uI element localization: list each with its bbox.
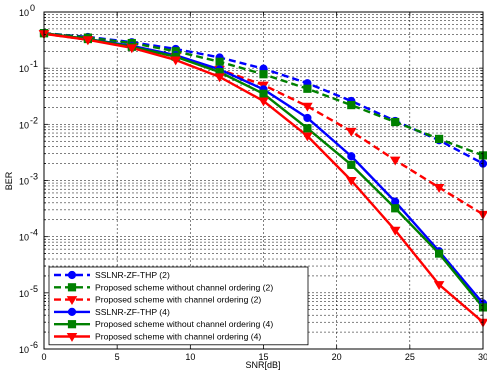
axis-ticks	[43, 11, 484, 350]
legend-entry-4: SSLNR-ZF-THP (4)	[54, 307, 170, 317]
y-tick-label: 10 -4	[19, 228, 38, 243]
data-point-series-3	[433, 184, 445, 193]
x-tick-labels: 0 5 10 15 20 25 30	[41, 352, 487, 362]
y-tick-label-base: 10	[19, 289, 29, 299]
y-tick-label: 10 -3	[19, 172, 38, 187]
x-tick-label: 30	[478, 352, 487, 362]
data-point-series-6	[82, 36, 94, 46]
x-tick-label: 5	[115, 352, 120, 362]
x-axis-label: SNR[dB]	[245, 360, 280, 370]
data-point-series-2	[215, 57, 224, 66]
data-point-series-5	[259, 89, 268, 98]
legend-entry-5: Proposed scheme without channel ordering…	[54, 319, 273, 329]
data-point-series-2	[391, 117, 400, 127]
data-point-series-5	[303, 124, 312, 133]
y-tick-label-base: 10	[19, 8, 29, 18]
legend: SSLNR-ZF-THP (2) Proposed scheme without …	[48, 266, 309, 346]
data-point-series-5	[391, 204, 400, 213]
legend-marker	[67, 270, 77, 280]
x-tick-label: 10	[185, 352, 195, 362]
y-tick-label-base: 10	[19, 64, 29, 74]
data-point-series-4	[347, 152, 356, 161]
y-tick-label: 10 0	[19, 3, 35, 18]
data-point-series-3	[302, 102, 313, 112]
data-point-series-6	[214, 73, 225, 83]
y-tick-label-base: 10	[19, 120, 29, 130]
data-point-series-2	[347, 101, 356, 110]
data-point-series-2	[435, 134, 444, 144]
data-point-series-6	[170, 56, 181, 66]
y-tick-label: 10 -2	[19, 115, 38, 130]
data-point-series-4	[303, 113, 312, 123]
y-tick-label-exponent: -5	[30, 284, 38, 294]
data-point-series-2	[259, 70, 268, 79]
y-tick-label-base: 10	[19, 233, 29, 243]
y-tick-label-base: 10	[19, 345, 29, 355]
y-axis-label: BER	[4, 171, 14, 190]
legend-entry-6: Proposed scheme with channel ordering (4…	[54, 332, 261, 342]
data-point-series-3	[346, 127, 357, 137]
legend-entry-2: Proposed scheme without channel ordering…	[54, 282, 273, 292]
legend-entry-1: SSLNR-ZF-THP (2)	[54, 270, 170, 280]
data-point-series-4	[391, 197, 400, 206]
legend-label: SSLNR-ZF-THP (2)	[95, 270, 170, 280]
y-tick-label: 10 -5	[19, 284, 38, 299]
y-tick-label: 10 -1	[19, 59, 38, 74]
legend-box	[48, 266, 309, 346]
y-tick-label: 10 -6	[19, 340, 38, 355]
legend-marker	[66, 296, 78, 305]
legend-label: SSLNR-ZF-THP (4)	[95, 307, 170, 317]
legend-entry-3: Proposed scheme with channel ordering (2…	[54, 295, 261, 305]
data-point-series-6	[126, 44, 138, 54]
data-point-series-3	[389, 156, 401, 166]
legend-label: Proposed scheme with channel ordering (2…	[95, 295, 261, 305]
legend-marker	[66, 333, 78, 342]
data-point-series-5	[435, 249, 444, 258]
x-tick-label: 0	[41, 352, 46, 362]
data-point-series-6	[302, 132, 313, 142]
y-tick-label-exponent: 0	[30, 3, 35, 13]
y-tick-label-base: 10	[19, 177, 29, 187]
data-point-series-6	[258, 97, 269, 107]
legend-marker	[67, 307, 77, 316]
legend-label: Proposed scheme with channel ordering (4…	[95, 332, 261, 342]
data-point-series-6	[433, 281, 445, 291]
y-tick-label-exponent: -1	[30, 59, 38, 69]
data-point-series-2	[303, 84, 312, 93]
y-tick-label-exponent: -2	[30, 115, 38, 125]
legend-marker	[67, 320, 77, 329]
x-tick-label: 25	[405, 352, 415, 362]
x-tick-label: 15	[258, 352, 268, 362]
y-tick-label-exponent: -3	[30, 172, 38, 182]
x-tick-label: 20	[332, 352, 342, 362]
legend-marker	[67, 283, 77, 292]
data-point-series-6	[389, 226, 401, 236]
data-point-series-5	[347, 160, 356, 169]
legend-label: Proposed scheme without channel ordering…	[95, 282, 273, 292]
legend-label: Proposed scheme without channel ordering…	[95, 319, 273, 329]
data-point-series-6	[346, 177, 357, 186]
y-tick-label-exponent: -6	[30, 340, 38, 350]
y-tick-label-exponent: -4	[30, 228, 38, 238]
